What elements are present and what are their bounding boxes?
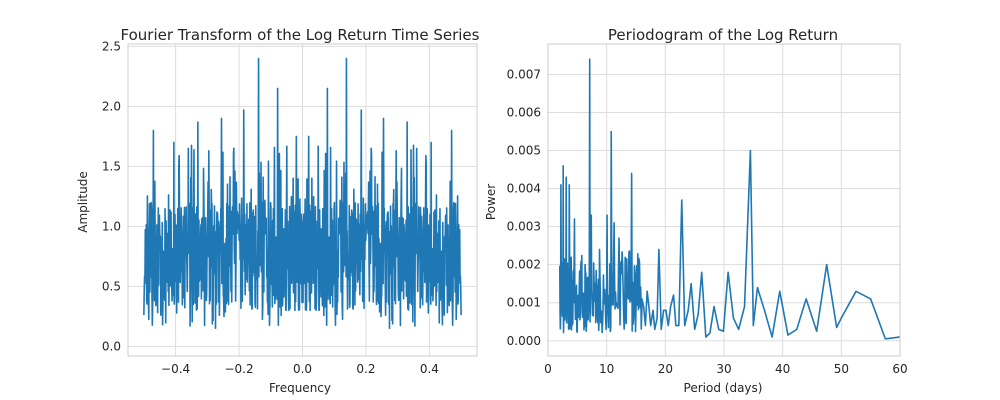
fourier-x-tick-label: 0.2: [356, 362, 375, 376]
fourier-x-axis-label: Frequency: [269, 381, 331, 395]
fourier-x-tick-label: −0.2: [224, 362, 253, 376]
periodogram-y-tick-label: 0.002: [507, 258, 541, 272]
periodogram-plot-frame: [547, 43, 901, 357]
periodogram-x-axis-label: Period (days): [684, 381, 763, 395]
periodogram-x-tick-label: 60: [892, 362, 907, 376]
periodogram-x-tick-label: 20: [658, 362, 673, 376]
periodogram-x-tick-label: 50: [834, 362, 849, 376]
periodogram-x-tick-label: 10: [599, 362, 614, 376]
fourier-y-tick-label: 2.0: [102, 99, 121, 113]
periodogram-y-tick-label: 0.006: [507, 105, 541, 119]
periodogram-y-tick-label: 0.003: [507, 220, 541, 234]
periodogram-x-tick-label: 0: [544, 362, 552, 376]
periodogram-tick-labels: 0 10 20 30 40 50 60 0.000 0.001 0.002 0.003 0.004 0.…: [507, 67, 908, 376]
fourier-x-tick-label: −0.4: [161, 362, 190, 376]
fourier-x-tick-label: 0.4: [420, 362, 439, 376]
periodogram-y-tick-label: 0.001: [507, 296, 541, 310]
fourier-y-tick-label: 1.0: [102, 219, 121, 233]
fourier-y-tick-label: 0.5: [102, 279, 121, 293]
periodogram-y-axis-label: Power: [484, 184, 498, 220]
periodogram-y-tick-label: 0.005: [507, 144, 541, 158]
fourier-x-tick-label: 0.0: [293, 362, 312, 376]
fourier-y-axis-label: Amplitude: [76, 171, 90, 233]
periodogram-power-line: [558, 58, 901, 340]
periodogram-y-tick-label: 0.004: [507, 182, 541, 196]
periodogram-y-tick-label: 0.007: [507, 67, 541, 81]
fourier-plot-frame: [127, 43, 478, 357]
periodogram-x-tick-label: 40: [775, 362, 790, 376]
fourier-y-tick-label: 1.5: [102, 159, 121, 173]
periodogram-x-tick-label: 30: [716, 362, 731, 376]
periodogram-y-tick-label: 0.000: [507, 334, 541, 348]
fourier-panel: Fourier Transform of the Log Return Time…: [76, 26, 480, 395]
periodogram-chart-title: Periodogram of the Log Return: [608, 26, 838, 44]
fourier-y-tick-label: 2.5: [102, 39, 121, 53]
fourier-tick-labels: −0.4 −0.2 0.0 0.2 0.4 0.0 0.5 1.0 1.5 2.0 2.5: [102, 39, 439, 376]
fourier-y-tick-label: 0.0: [102, 339, 121, 353]
periodogram-grid: [547, 44, 901, 356]
fourier-chart-title: Fourier Transform of the Log Return Time…: [121, 26, 480, 44]
fourier-amplitude-line: [143, 57, 462, 329]
periodogram-panel: Periodogram of the Log Return Period (da…: [484, 26, 908, 395]
